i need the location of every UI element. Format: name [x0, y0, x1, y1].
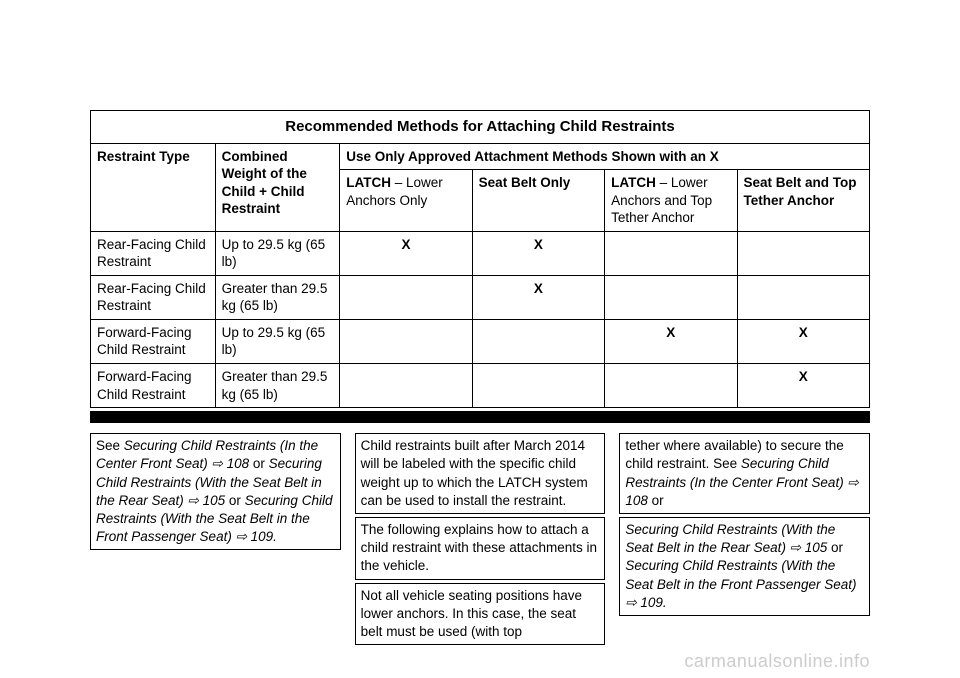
- cell-weight: Up to 29.5 kg (65 lb): [215, 231, 340, 275]
- cell-c3: [605, 275, 737, 319]
- subhead-latch-top-bold: LATCH: [611, 175, 656, 190]
- subhead-latch-lower: LATCH – Lower Anchors Only: [340, 170, 472, 232]
- cell-weight: Up to 29.5 kg (65 lb): [215, 319, 340, 363]
- separator-bar: [90, 411, 870, 423]
- col1-text-e: or: [225, 493, 245, 508]
- cell-weight: Greater than 29.5 kg (65 lb): [215, 275, 340, 319]
- child-restraint-table: Recommended Methods for Attaching Child …: [90, 110, 870, 408]
- col1-text-c: or: [249, 456, 269, 471]
- cell-c4: X: [737, 363, 869, 407]
- table-row: Forward-Facing Child Restraint Up to 29.…: [91, 319, 870, 363]
- table-row: Rear-Facing Child Restraint Up to 29.5 k…: [91, 231, 870, 275]
- header-restraint-type: Restraint Type: [91, 143, 216, 231]
- column-2: Child restraints built after March 2014 …: [355, 433, 606, 648]
- cell-weight: Greater than 29.5 kg (65 lb): [215, 363, 340, 407]
- col3-text-c: or: [648, 493, 664, 508]
- cell-c2: X: [472, 275, 604, 319]
- subhead-seatbelt-tether: Seat Belt and Top Tether Anchor: [737, 170, 869, 232]
- cell-c3: [605, 363, 737, 407]
- col3-text-e: or: [827, 540, 843, 555]
- text-columns: See Securing Child Restraints (In the Ce…: [90, 433, 870, 648]
- cell-c2: [472, 319, 604, 363]
- col3-para1: tether where available) to secure the ch…: [619, 433, 870, 514]
- cell-type: Rear-Facing Child Restraint: [91, 275, 216, 319]
- cell-c4: [737, 275, 869, 319]
- cell-c1: [340, 319, 472, 363]
- cell-c2: [472, 363, 604, 407]
- col2-para2: The following explains how to attach a c…: [355, 517, 606, 580]
- column-3: tether where available) to secure the ch…: [619, 433, 870, 648]
- cell-c1: [340, 363, 472, 407]
- col1-para: See Securing Child Restraints (In the Ce…: [90, 433, 341, 550]
- watermark-text: carmanualsonline.info: [684, 651, 870, 672]
- col2-para1: Child restraints built after March 2014 …: [355, 433, 606, 514]
- cell-c3: X: [605, 319, 737, 363]
- cell-c4: [737, 231, 869, 275]
- table-title-row: Recommended Methods for Attaching Child …: [91, 111, 870, 144]
- table-title: Recommended Methods for Attaching Child …: [91, 111, 870, 144]
- cell-c2: X: [472, 231, 604, 275]
- table-row: Forward-Facing Child Restraint Greater t…: [91, 363, 870, 407]
- cell-c4: X: [737, 319, 869, 363]
- cell-c1: X: [340, 231, 472, 275]
- cell-c3: [605, 231, 737, 275]
- table-header-row: Restraint Type Combined Weight of the Ch…: [91, 143, 870, 170]
- col3-text-f: Securing Child Restraints (With the Seat…: [625, 558, 856, 609]
- cell-type: Forward-Facing Child Restraint: [91, 319, 216, 363]
- cell-c1: [340, 275, 472, 319]
- cell-type: Rear-Facing Child Restraint: [91, 231, 216, 275]
- subhead-latch-top: LATCH – Lower Anchors and Top Tether Anc…: [605, 170, 737, 232]
- col2-para3: Not all vehicle seating positions have l…: [355, 583, 606, 646]
- subhead-seatbelt-only: Seat Belt Only: [472, 170, 604, 232]
- column-1: See Securing Child Restraints (In the Ce…: [90, 433, 341, 648]
- col3-para2: Securing Child Restraints (With the Seat…: [619, 517, 870, 616]
- col3-text-d: Securing Child Restraints (With the Seat…: [625, 522, 835, 555]
- header-combined-weight: Combined Weight of the Child + Child Res…: [215, 143, 340, 231]
- subhead-latch-lower-bold: LATCH: [346, 175, 391, 190]
- cell-type: Forward-Facing Child Restraint: [91, 363, 216, 407]
- header-use-only: Use Only Approved Attachment Methods Sho…: [340, 143, 870, 170]
- table-row: Rear-Facing Child Restraint Greater than…: [91, 275, 870, 319]
- col1-text-a: See: [96, 438, 124, 453]
